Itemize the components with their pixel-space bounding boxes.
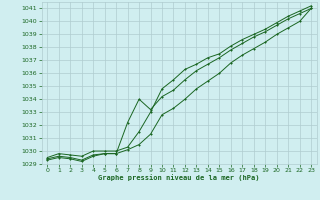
X-axis label: Graphe pression niveau de la mer (hPa): Graphe pression niveau de la mer (hPa) [99,175,260,181]
